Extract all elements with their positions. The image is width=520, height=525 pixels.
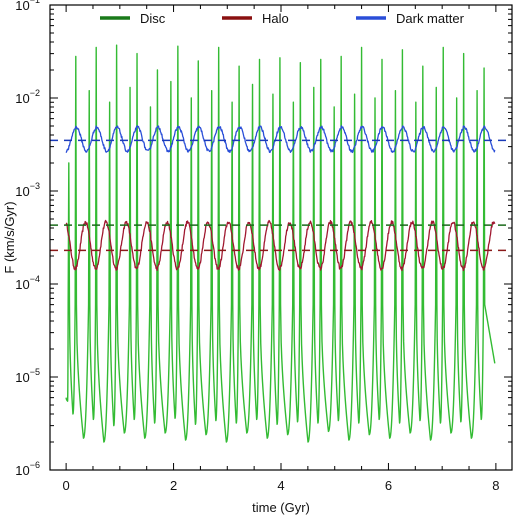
x-tick-label: 8 <box>492 478 499 493</box>
y-tick-label: 10−2 <box>15 88 40 106</box>
y-tick-label: 10−3 <box>15 181 40 199</box>
y-axis: 10−6 10−5 10−4 10−3 10−2 10−1 <box>15 0 512 478</box>
x-tick-label: 0 <box>62 478 69 493</box>
series-line-disc <box>65 44 496 443</box>
x-tick-label: 6 <box>385 478 392 493</box>
x-tick-label: 4 <box>277 478 284 493</box>
y-tick-label: 10−1 <box>15 0 40 13</box>
legend: Disc Halo Dark matter <box>100 11 465 26</box>
x-tick-label: 2 <box>170 478 177 493</box>
plot-area <box>50 44 512 443</box>
series-layer <box>50 44 512 443</box>
y-tick-label: 10−6 <box>15 460 40 478</box>
legend-label-dark-matter: Dark matter <box>396 11 465 26</box>
x-axis-label: time (Gyr) <box>252 500 310 515</box>
series-line-dark-matter <box>65 125 496 154</box>
legend-label-halo: Halo <box>262 11 289 26</box>
y-axis-label: F (km/s/Gyr) <box>2 201 17 273</box>
y-tick-label: 10−5 <box>15 367 40 385</box>
series-line-halo <box>65 219 496 272</box>
y-tick-label: 10−4 <box>15 274 40 292</box>
x-axis: 0 2 4 6 8 <box>62 5 500 493</box>
legend-label-disc: Disc <box>140 11 166 26</box>
